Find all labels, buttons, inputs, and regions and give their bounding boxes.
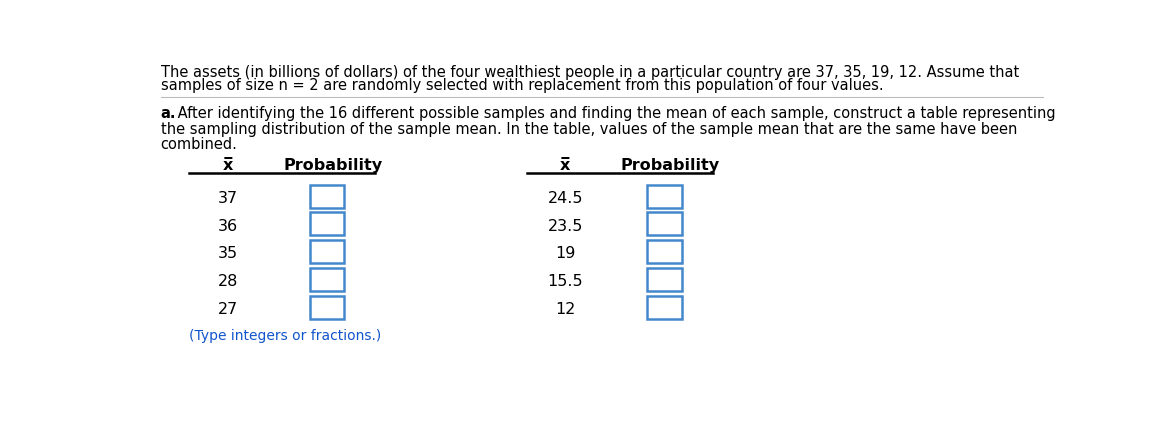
Text: 37: 37 [218, 191, 238, 206]
Text: 23.5: 23.5 [547, 219, 583, 234]
FancyBboxPatch shape [310, 212, 344, 236]
Text: 28: 28 [218, 274, 238, 289]
Text: 24.5: 24.5 [547, 191, 583, 206]
FancyBboxPatch shape [310, 240, 344, 263]
FancyBboxPatch shape [310, 296, 344, 319]
FancyBboxPatch shape [647, 185, 681, 208]
FancyBboxPatch shape [310, 268, 344, 291]
FancyBboxPatch shape [647, 240, 681, 263]
Text: 19: 19 [555, 246, 575, 262]
Text: 15.5: 15.5 [547, 274, 583, 289]
Text: Probability: Probability [620, 158, 720, 173]
Text: Probability: Probability [283, 158, 383, 173]
Text: a.: a. [161, 106, 176, 121]
Text: combined.: combined. [161, 137, 237, 152]
Text: samples of size n = 2 are randomly selected with replacement from this populatio: samples of size n = 2 are randomly selec… [161, 78, 883, 93]
FancyBboxPatch shape [310, 185, 344, 208]
Text: the sampling distribution of the sample mean. In the table, values of the sample: the sampling distribution of the sample … [161, 121, 1017, 137]
Text: 36: 36 [218, 219, 238, 234]
FancyBboxPatch shape [647, 268, 681, 291]
FancyBboxPatch shape [647, 296, 681, 319]
Text: The assets (in billions of dollars) of the four wealthiest people in a particula: The assets (in billions of dollars) of t… [161, 65, 1019, 80]
Text: x̅: x̅ [223, 158, 234, 173]
FancyBboxPatch shape [647, 212, 681, 236]
Text: 12: 12 [555, 302, 575, 317]
Text: x̅: x̅ [560, 158, 571, 173]
Text: 35: 35 [218, 246, 238, 262]
Text: (Type integers or fractions.): (Type integers or fractions.) [189, 329, 382, 344]
Text: 27: 27 [218, 302, 238, 317]
Text: After identifying the 16 different possible samples and finding the mean of each: After identifying the 16 different possi… [173, 106, 1055, 121]
